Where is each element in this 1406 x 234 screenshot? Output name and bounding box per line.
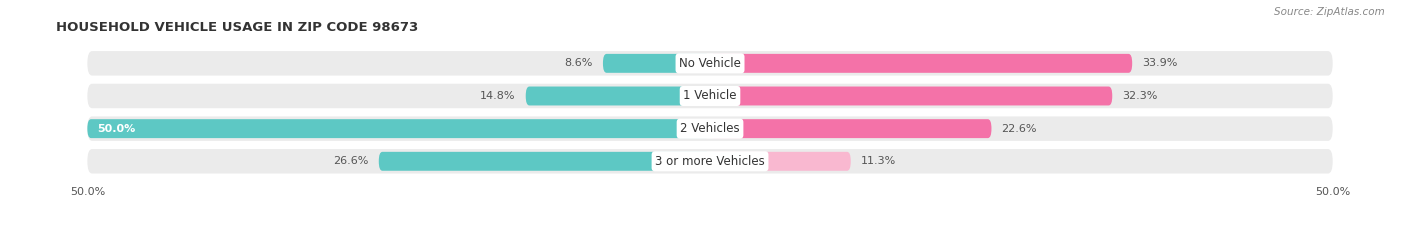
Text: 32.3%: 32.3% — [1122, 91, 1157, 101]
Text: 1 Vehicle: 1 Vehicle — [683, 89, 737, 102]
Text: 2 Vehicles: 2 Vehicles — [681, 122, 740, 135]
Text: 14.8%: 14.8% — [481, 91, 516, 101]
Text: 50.0%: 50.0% — [97, 124, 135, 134]
Text: Source: ZipAtlas.com: Source: ZipAtlas.com — [1274, 7, 1385, 17]
Text: 33.9%: 33.9% — [1142, 58, 1178, 68]
Text: No Vehicle: No Vehicle — [679, 57, 741, 70]
Text: 8.6%: 8.6% — [565, 58, 593, 68]
FancyBboxPatch shape — [87, 116, 1333, 141]
Text: 26.6%: 26.6% — [333, 156, 368, 166]
FancyBboxPatch shape — [526, 87, 710, 106]
FancyBboxPatch shape — [87, 51, 1333, 76]
FancyBboxPatch shape — [710, 119, 991, 138]
Text: 11.3%: 11.3% — [860, 156, 896, 166]
FancyBboxPatch shape — [87, 84, 1333, 108]
Text: 3 or more Vehicles: 3 or more Vehicles — [655, 155, 765, 168]
Text: HOUSEHOLD VEHICLE USAGE IN ZIP CODE 98673: HOUSEHOLD VEHICLE USAGE IN ZIP CODE 9867… — [56, 21, 419, 34]
FancyBboxPatch shape — [710, 87, 1112, 106]
FancyBboxPatch shape — [87, 119, 710, 138]
FancyBboxPatch shape — [87, 149, 1333, 174]
FancyBboxPatch shape — [710, 152, 851, 171]
Text: 22.6%: 22.6% — [1001, 124, 1038, 134]
FancyBboxPatch shape — [378, 152, 710, 171]
FancyBboxPatch shape — [603, 54, 710, 73]
FancyBboxPatch shape — [710, 54, 1132, 73]
